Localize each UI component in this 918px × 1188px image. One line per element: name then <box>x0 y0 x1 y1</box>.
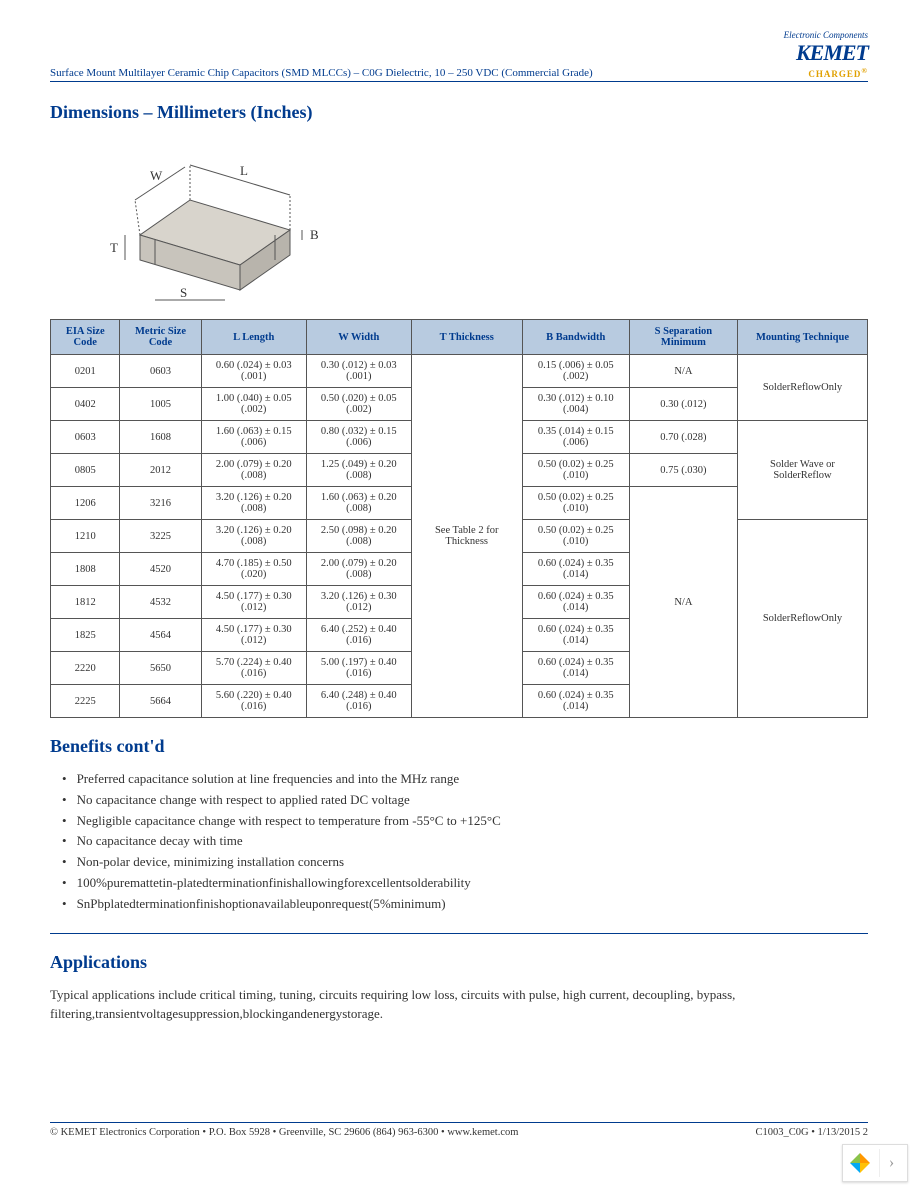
page-nav-widget: › <box>842 1144 908 1182</box>
col-eia: EIA Size Code <box>51 320 120 355</box>
list-item: No capacitance decay with time <box>62 831 868 852</box>
col-length: L Length <box>201 320 306 355</box>
nav-logo-icon <box>847 1150 873 1176</box>
col-separation: S Separation Minimum <box>629 320 737 355</box>
dimensions-table: EIA Size Code Metric Size Code L Length … <box>50 319 868 718</box>
logo-tagline: Electronic Components <box>784 30 868 40</box>
logo-subtext: CHARGED® <box>784 66 868 79</box>
brand-logo: Electronic Components KEMET CHARGED® <box>784 30 868 79</box>
thickness-note: See Table 2 for Thickness <box>411 355 522 718</box>
col-bandwidth: B Bandwidth <box>522 320 629 355</box>
list-item: Negligible capacitance change with respe… <box>62 811 868 832</box>
applications-heading: Applications <box>50 952 868 973</box>
doc-title: Surface Mount Multilayer Ceramic Chip Ca… <box>50 67 593 79</box>
benefits-heading: Benefits cont'd <box>50 736 868 757</box>
list-item: Preferred capacitance solution at line f… <box>62 769 868 790</box>
footer-right: C1003_C0G • 1/13/2015 2 <box>756 1127 868 1138</box>
benefits-list: Preferred capacitance solution at line f… <box>50 769 868 915</box>
logo-text: KEMET <box>784 40 868 66</box>
label-t: T <box>110 240 118 255</box>
list-item: SnPbplatedterminationfinishoptionavailab… <box>62 894 868 915</box>
list-item: 100%puremattetin-platedterminationfinish… <box>62 873 868 894</box>
applications-text: Typical applications include critical ti… <box>50 985 868 1024</box>
col-width: W Width <box>306 320 411 355</box>
col-metric: Metric Size Code <box>120 320 201 355</box>
label-s: S <box>180 285 187 300</box>
col-thickness: T Thickness <box>411 320 522 355</box>
col-mounting: Mounting Technique <box>737 320 867 355</box>
label-w: W <box>150 168 163 183</box>
page-footer: © KEMET Electronics Corporation • P.O. B… <box>50 1122 868 1138</box>
list-item: No capacitance change with respect to ap… <box>62 790 868 811</box>
next-page-button[interactable]: › <box>879 1149 903 1177</box>
table-row: 02010603 0.60 (.024) ± 0.03 (.001)0.30 (… <box>51 355 868 388</box>
dimensions-heading: Dimensions – Millimeters (Inches) <box>50 102 868 123</box>
chip-dimension-diagram: W L T B S <box>80 135 868 309</box>
footer-left: © KEMET Electronics Corporation • P.O. B… <box>50 1127 518 1138</box>
page-header: Surface Mount Multilayer Ceramic Chip Ca… <box>50 30 868 82</box>
label-b: B <box>310 227 319 242</box>
list-item: Non-polar device, minimizing installatio… <box>62 852 868 873</box>
section-divider <box>50 933 868 934</box>
label-l: L <box>240 163 248 178</box>
